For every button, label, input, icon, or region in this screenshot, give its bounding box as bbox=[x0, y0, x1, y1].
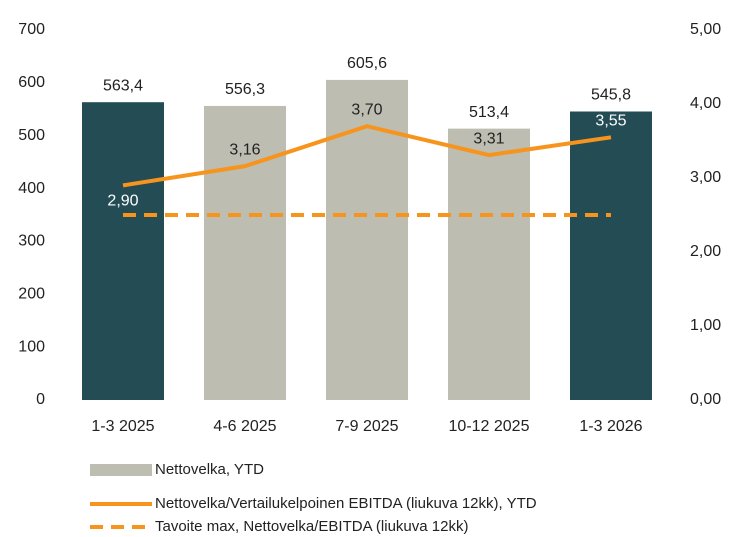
y-tick-label: 200 bbox=[18, 286, 45, 303]
y-tick-label: 100 bbox=[18, 338, 45, 355]
bar-value-label: 513,4 bbox=[469, 104, 509, 121]
line-value-label: 2,90 bbox=[107, 193, 138, 210]
bar-value-label: 605,6 bbox=[347, 55, 387, 72]
legend-label: Tavoite max, Nettovelka/EBITDA (liukuva … bbox=[155, 518, 468, 535]
bar bbox=[82, 102, 164, 401]
y2-tick-label: 0,00 bbox=[690, 391, 721, 408]
x-tick-label: 10-12 2025 bbox=[449, 418, 530, 435]
bar bbox=[570, 111, 652, 401]
bar bbox=[204, 105, 286, 400]
bar-value-label: 545,8 bbox=[591, 87, 631, 104]
legend-swatch bbox=[90, 464, 152, 476]
bar-value-label: 563,4 bbox=[103, 77, 143, 94]
y2-tick-label: 4,00 bbox=[690, 95, 721, 112]
y-tick-label: 400 bbox=[18, 180, 45, 197]
line-value-label: 3,31 bbox=[473, 130, 504, 147]
x-tick-label: 1-3 2026 bbox=[579, 418, 642, 435]
bar bbox=[448, 128, 530, 401]
y2-tick-label: 3,00 bbox=[690, 169, 721, 186]
y-tick-label: 700 bbox=[18, 21, 45, 38]
y-tick-label: 500 bbox=[18, 127, 45, 144]
x-tick-label: 7-9 2025 bbox=[335, 418, 398, 435]
y2-tick-label: 5,00 bbox=[690, 21, 721, 38]
line-value-label: 3,70 bbox=[351, 101, 382, 118]
legend-label: Nettovelka, YTD bbox=[155, 461, 264, 478]
y-tick-label: 600 bbox=[18, 74, 45, 91]
bar-value-label: 556,3 bbox=[225, 81, 265, 98]
legend-label: Nettovelka/Vertailukelpoinen EBITDA (liu… bbox=[155, 495, 537, 512]
y2-tick-label: 1,00 bbox=[690, 317, 721, 334]
y-tick-label: 300 bbox=[18, 233, 45, 250]
x-tick-label: 1-3 2025 bbox=[91, 418, 154, 435]
line-value-label: 3,16 bbox=[229, 141, 260, 158]
x-tick-label: 4-6 2025 bbox=[213, 418, 276, 435]
y2-tick-label: 2,00 bbox=[690, 243, 721, 260]
y-tick-label: 0 bbox=[36, 391, 45, 408]
ratio-line bbox=[122, 124, 612, 188]
line-value-label: 3,55 bbox=[595, 113, 626, 130]
